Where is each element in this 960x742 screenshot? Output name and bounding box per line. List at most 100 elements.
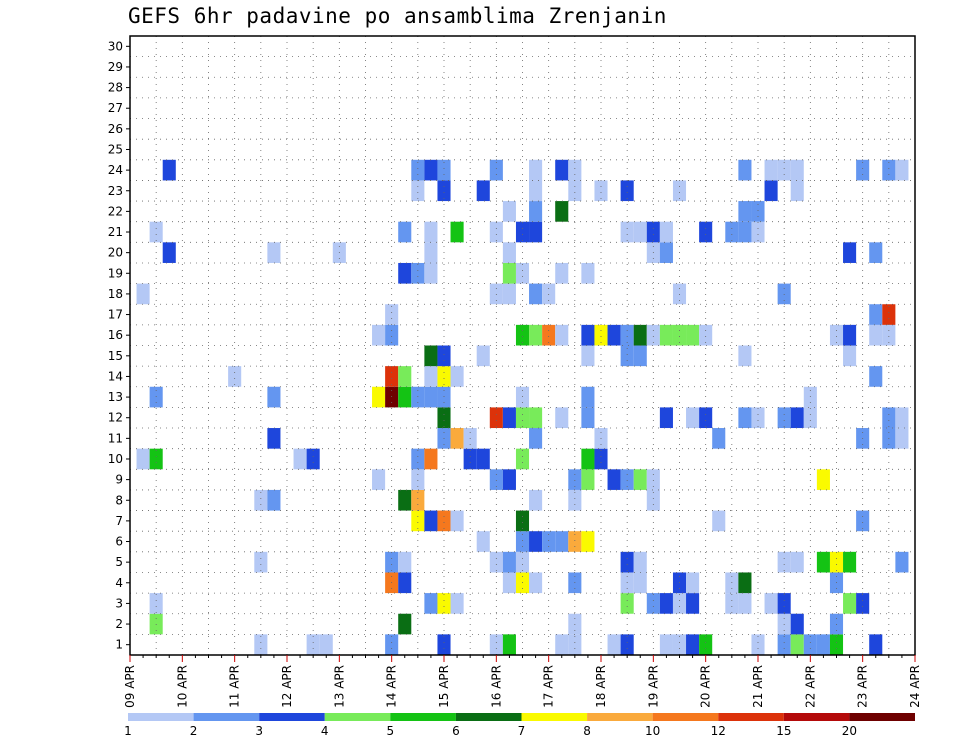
cell (607, 634, 621, 655)
legend-label: 20 (842, 724, 857, 738)
y-tick-label: 5 (115, 555, 123, 569)
cell (633, 324, 647, 346)
cell (411, 386, 425, 408)
cell (489, 283, 503, 305)
y-tick-label: 17 (108, 308, 123, 322)
cell (385, 634, 399, 655)
cell (633, 572, 647, 594)
cell (738, 345, 752, 367)
cell (502, 242, 516, 263)
cell (424, 262, 438, 284)
cell (398, 221, 412, 243)
cell (437, 634, 451, 655)
y-tick-label: 30 (108, 39, 123, 53)
cell (646, 593, 660, 614)
cell (411, 180, 425, 202)
cell (555, 407, 569, 429)
cell (594, 448, 608, 470)
cell (816, 551, 830, 573)
x-tick-label: 22 APR (803, 665, 817, 708)
cell (411, 510, 425, 532)
y-tick-label: 13 (108, 390, 123, 404)
cell (398, 366, 412, 387)
cell (620, 593, 634, 614)
cell (542, 283, 556, 305)
y-tick-label: 6 (115, 535, 123, 549)
x-tick-label: 12 APR (280, 665, 294, 708)
x-tick-label: 11 APR (228, 665, 242, 708)
cell (659, 324, 673, 346)
cell (529, 159, 543, 181)
cell (568, 180, 582, 202)
cell (502, 283, 516, 305)
cell (843, 593, 857, 614)
x-tick-label: 16 APR (489, 665, 503, 708)
cell (319, 634, 333, 655)
x-tick-label: 10 APR (175, 665, 189, 708)
legend-swatch (128, 713, 194, 721)
cell (843, 242, 857, 263)
cell (646, 324, 660, 346)
cell (672, 180, 687, 202)
cell (620, 324, 634, 346)
cell (659, 221, 673, 243)
cell (568, 531, 582, 552)
cell (895, 407, 909, 429)
cell (777, 593, 791, 614)
legend-swatch (521, 713, 588, 721)
cell (856, 510, 870, 532)
cell (424, 345, 438, 367)
cell (515, 262, 530, 284)
cell (254, 634, 268, 655)
cell (568, 469, 582, 490)
cell (502, 572, 516, 594)
legend-swatch (652, 713, 719, 721)
cell (856, 593, 870, 614)
x-tick-label: 24 APR (908, 665, 922, 708)
cell (398, 613, 412, 635)
cell (764, 593, 778, 614)
cell (385, 324, 399, 346)
cell (542, 324, 556, 346)
cell (777, 407, 791, 429)
cell (751, 634, 765, 655)
cell (372, 386, 386, 408)
legend-swatch (718, 713, 784, 721)
cell (803, 407, 817, 429)
cell (686, 634, 700, 655)
cell (620, 345, 634, 367)
cells-layer (136, 159, 909, 655)
cell (816, 634, 830, 655)
cell (489, 634, 503, 655)
cell (790, 551, 804, 573)
cell (594, 324, 608, 346)
cell (515, 324, 530, 346)
cell (555, 159, 569, 181)
cell (856, 159, 870, 181)
cell (672, 593, 687, 614)
cell (790, 180, 804, 202)
cell (424, 159, 438, 181)
cell (293, 448, 307, 470)
cell (751, 201, 765, 222)
y-tick-label: 16 (108, 328, 123, 342)
cell (790, 634, 804, 655)
y-tick-label: 15 (108, 349, 123, 363)
cell (529, 531, 543, 552)
x-axis: 09 APR 10 APR 11 APR 12 APR 13 APR 14 APR 15 A… (123, 655, 922, 708)
cell (568, 489, 582, 511)
cell (529, 201, 543, 222)
legend-label: 7 (518, 724, 526, 738)
cell (633, 221, 647, 243)
cell (515, 510, 530, 532)
x-tick-label: 14 APR (385, 665, 399, 708)
cell (686, 324, 700, 346)
cell (568, 634, 582, 655)
cell (607, 469, 621, 490)
cell (385, 304, 399, 325)
cell (816, 469, 830, 490)
y-tick-label: 3 (115, 596, 123, 610)
cell (555, 201, 569, 222)
cell (686, 572, 700, 594)
